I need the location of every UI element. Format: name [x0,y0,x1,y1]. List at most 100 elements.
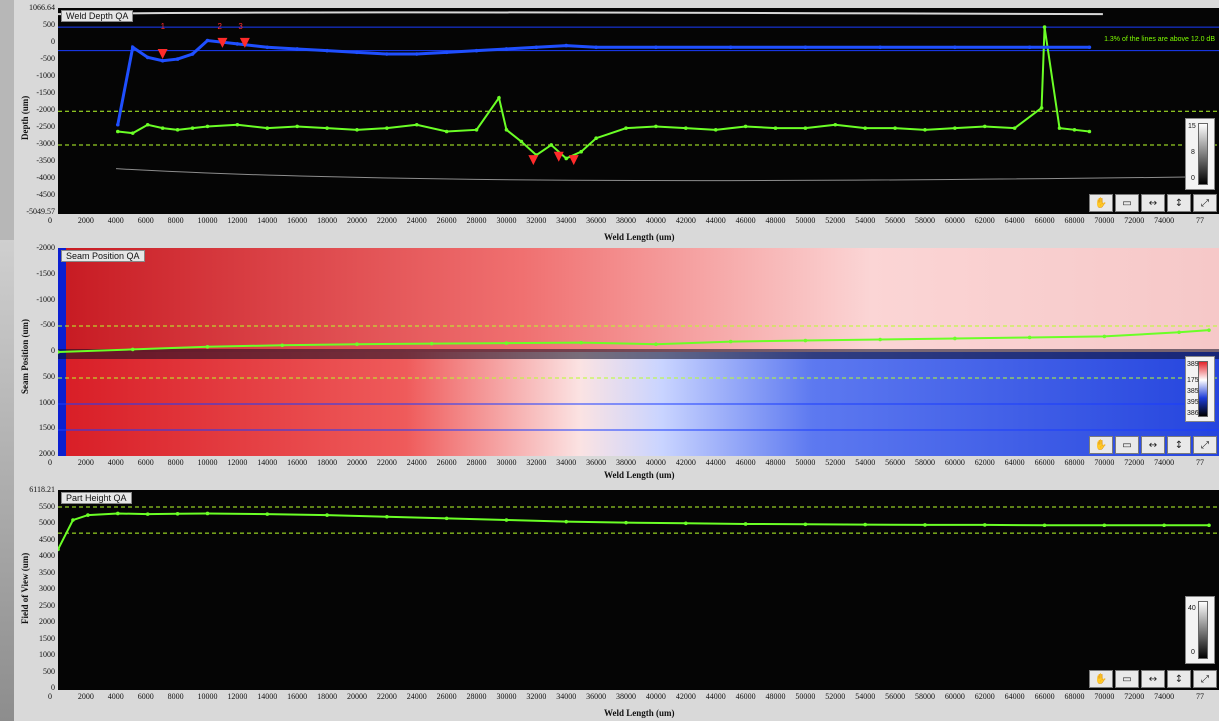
data-point [474,128,479,132]
height-x-axis-label: Weld Length (um) [604,708,675,718]
depth-plot-toolbar: ✋ ▭ ↔ ↕ ⤢ [1089,194,1217,212]
y-tick-label: -1500 [36,268,55,278]
x-tick-label: 52000 [825,692,846,701]
seam-axis-label: Seam Position (um) [20,319,30,394]
weld-depth-plot[interactable]: Weld Depth QA 1.3% of the lines are abov… [58,8,1219,214]
x-tick-label: 74000 [1154,458,1175,467]
zoom-fit-icon[interactable]: ⤢ [1193,670,1217,688]
data-point [1162,523,1166,528]
seam-colorbar-l4: 395 [1187,399,1199,406]
x-tick-label: 58000 [914,692,935,701]
data-point [355,128,359,132]
x-tick-label: 56000 [885,216,906,225]
zoom-x-icon[interactable]: ↔ [1141,194,1165,212]
y-tick-label: -4500 [36,190,55,199]
x-tick-label: 30000 [496,692,517,701]
x-tick-label: 16000 [287,216,308,225]
data-point [1072,128,1077,132]
seam-colorbar-l2: 175 [1187,377,1199,384]
data-point [923,523,927,527]
pan-hand-icon[interactable]: ✋ [1089,670,1113,688]
x-tick-label: 0 [48,216,52,225]
data-point [953,45,957,50]
weld-depth-panel: Depth (um) Weld Depth QA 1.3% of the lin… [14,0,1219,244]
y-tick-label: 2500 [39,600,55,610]
x-tick-label: 18000 [317,692,338,701]
part-height-plot[interactable]: Part Height QA 40 0 ✋ ▭ ↔ ↕ ⤢ [58,490,1219,690]
x-tick-label: 40000 [645,216,666,225]
x-tick-label: 10000 [197,458,218,467]
data-point [833,122,838,127]
defect-marker [528,155,539,166]
data-point [1207,523,1211,528]
data-point [803,338,808,343]
data-point [190,52,195,56]
x-tick-label: 26000 [436,458,457,467]
x-tick-label: 10000 [197,216,218,225]
data-point [265,45,270,50]
data-point [175,512,180,516]
seam-x-axis-label: Weld Length (um) [604,470,675,480]
zoom-box-icon[interactable]: ▭ [1115,194,1139,212]
x-tick-label: 6000 [137,216,154,225]
data-point [923,128,927,132]
seam-colorbar: 389 175 385 395 386 [1185,356,1215,422]
x-tick-label: 12000 [227,458,248,467]
series-line-1 [116,38,1090,126]
data-point [145,512,150,516]
data-point [803,522,808,527]
data-point [863,522,867,527]
y-tick-label: 0 [51,683,55,692]
x-tick-label: 52000 [825,458,846,467]
zoom-fit-icon[interactable]: ⤢ [1193,436,1217,454]
zoom-box-icon[interactable]: ▭ [1115,670,1139,688]
y-tick-label: 1500 [39,423,55,433]
x-tick-label: 34000 [556,692,577,701]
y-tick-label: 1000 [39,397,55,407]
zoom-y-icon[interactable]: ↕ [1167,194,1191,212]
x-tick-label: 14000 [257,692,278,701]
seam-plot-toolbar: ✋ ▭ ↔ ↕ ⤢ [1089,436,1217,454]
data-point [728,339,733,344]
zoom-box-icon[interactable]: ▭ [1115,436,1139,454]
zoom-fit-icon[interactable]: ⤢ [1193,194,1217,212]
x-tick-label: 28000 [466,692,487,701]
y-tick-label: 3000 [39,584,55,593]
pan-hand-icon[interactable]: ✋ [1089,194,1113,212]
x-tick-label: 22000 [376,692,397,701]
x-tick-label: 66000 [1034,216,1055,225]
peak-label: 2 [217,22,222,31]
defect-marker [239,37,250,48]
data-point [160,126,165,130]
data-point [624,520,628,525]
zoom-x-icon[interactable]: ↔ [1141,670,1165,688]
data-point [429,341,434,346]
x-tick-label: 4000 [107,692,124,701]
x-tick-label: 72000 [1124,458,1145,467]
data-point [58,350,60,354]
dB-threshold-note: 1.3% of the lines are above 12.0 dB [1104,36,1215,43]
seam-position-plot[interactable]: Seam Position QA 389 175 385 395 386 ✋ ▭… [58,248,1219,456]
data-point [893,126,897,130]
y-tick-label: -2000 [36,105,55,114]
data-point [1039,106,1044,110]
x-tick-label: 28000 [466,458,487,467]
x-tick-label: 62000 [974,692,995,701]
zoom-x-icon[interactable]: ↔ [1141,436,1165,454]
surface-profile [58,11,1103,16]
x-tick-label: 74000 [1154,692,1175,701]
x-tick-label: 54000 [855,216,876,225]
y-tick-label: 0 [51,346,55,355]
data-point [355,342,359,346]
y-tick-label: -5049.57 [26,207,55,216]
zoom-y-icon[interactable]: ↕ [1167,436,1191,454]
defect-marker [568,155,579,166]
height-colorbar: 40 0 [1185,596,1215,664]
x-tick-label: 20000 [346,692,367,701]
x-tick-label: 6000 [137,458,154,467]
zoom-y-icon[interactable]: ↕ [1167,670,1191,688]
pan-hand-icon[interactable]: ✋ [1089,436,1113,454]
data-point [474,48,479,53]
data-point [654,342,658,346]
